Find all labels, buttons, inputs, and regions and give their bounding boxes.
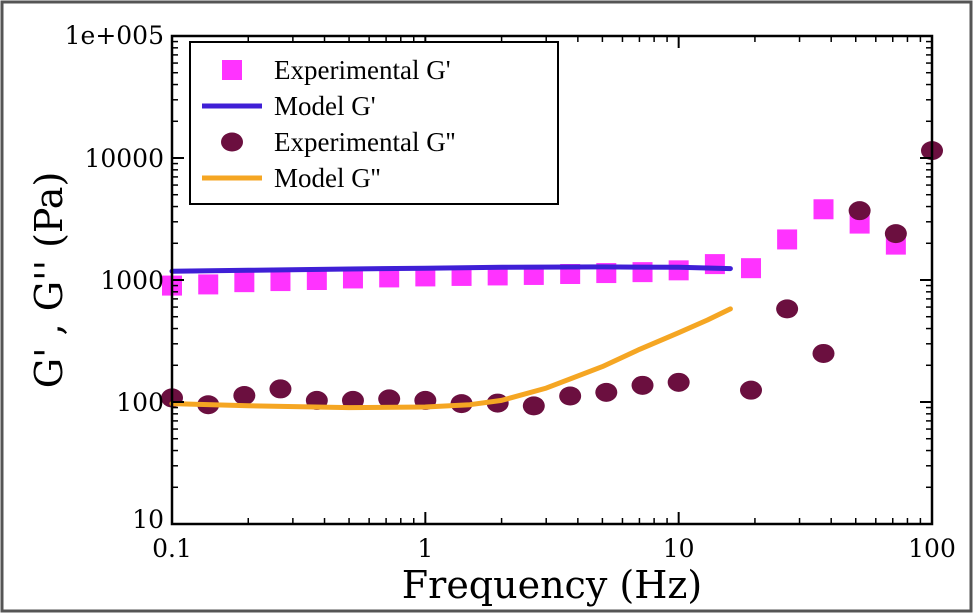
data-point-square: [379, 267, 400, 288]
legend-symbol: [222, 60, 242, 80]
data-point-circle: [884, 224, 907, 244]
data-point-circle: [776, 299, 799, 319]
data-point-circle: [233, 386, 256, 406]
x-tick-label: 0.1: [152, 534, 192, 563]
data-point-square: [306, 270, 327, 290]
data-point-circle: [667, 372, 690, 392]
data-point-square: [342, 268, 363, 289]
data-point-circle: [812, 343, 835, 363]
legend-label: Experimental G'': [274, 127, 455, 157]
data-point-square: [487, 265, 508, 286]
ticks-layer: 0.1 1 10 100 10 100 1000 10000 1e+005: [65, 21, 956, 563]
data-point-square: [523, 264, 544, 285]
legend-label: Experimental G': [274, 55, 451, 85]
data-point-circle: [559, 386, 582, 406]
data-point-square: [777, 229, 798, 250]
data-point-circle: [269, 379, 292, 399]
data-point-square: [451, 265, 472, 286]
series-2: [161, 141, 943, 416]
legend-circle: [221, 132, 243, 152]
data-point-circle: [595, 382, 618, 402]
y-tick-label: 100: [116, 388, 164, 417]
series-line: [169, 306, 733, 411]
legend-label: Model G': [274, 91, 376, 121]
data-point-circle: [740, 380, 763, 400]
data-point-square: [234, 272, 255, 293]
data-point-square: [415, 266, 436, 287]
x-axis-label: Frequency (Hz): [402, 563, 702, 607]
y-tick-label: 10: [132, 505, 164, 534]
x-tick-label: 1: [417, 534, 433, 563]
legend-label: Model G'': [274, 163, 380, 193]
data-point-circle: [848, 201, 871, 221]
data-point-square: [813, 199, 834, 220]
data-point-circle: [522, 396, 545, 416]
data-point-square: [198, 274, 219, 295]
data-point-square: [270, 271, 291, 292]
series-1: [169, 264, 733, 274]
data-point-circle: [378, 389, 401, 409]
x-tick-label: 100: [908, 534, 956, 563]
x-tick-label: 10: [663, 534, 695, 563]
data-point-square: [704, 254, 725, 275]
y-axis-label: G' , G'' (Pa): [27, 172, 71, 389]
series-3: [169, 306, 733, 411]
data-point-square: [668, 260, 689, 281]
y-tick-label: 10000: [84, 144, 164, 173]
legend-symbol: [221, 132, 243, 152]
data-point-square: [741, 258, 762, 279]
data-point-circle: [631, 375, 654, 395]
y-tick-label: 1e+005: [65, 21, 164, 50]
series-line: [169, 264, 733, 274]
y-tick-label: 1000: [100, 266, 164, 295]
legend-square: [222, 60, 242, 80]
legend: Experimental G' Model G' Experimental G'' M…: [189, 41, 559, 205]
